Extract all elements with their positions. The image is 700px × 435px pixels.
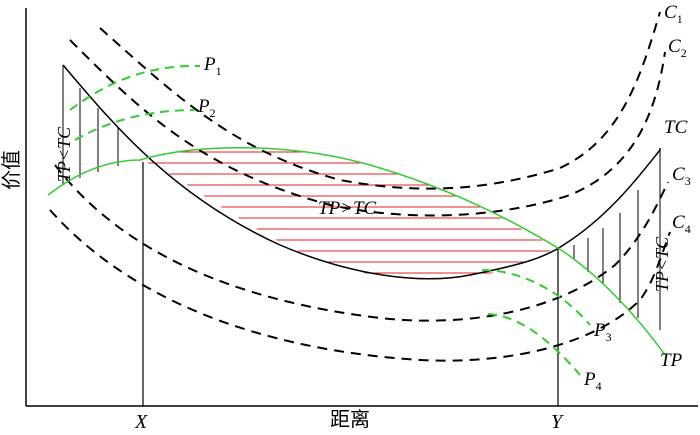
left-tp-less-tc-hatch	[79, 88, 119, 178]
y-axis-label: 价值	[0, 150, 23, 190]
p2-label: P2	[197, 96, 216, 120]
tc-curve	[62, 64, 661, 280]
p1-curve	[69, 64, 201, 111]
p2-curve	[74, 109, 196, 141]
p4-label: P4	[583, 369, 602, 393]
y-tick-label: Y	[551, 411, 564, 433]
c4-label: C4	[672, 212, 691, 236]
middle-region-label: TP>TC	[318, 198, 377, 219]
c1-curve	[99, 11, 661, 190]
tc-label: TC	[664, 117, 688, 138]
c4-curve	[49, 209, 671, 362]
right-tp-less-tc-hatch	[573, 190, 639, 318]
c2-curve	[69, 39, 666, 217]
right-region-label: TP<TC	[652, 236, 672, 292]
c2-label: C2	[668, 36, 687, 60]
p3-curve	[481, 269, 591, 326]
tp-curve	[47, 146, 666, 356]
left-region-label: TP<TC	[54, 126, 74, 182]
c3-curve	[54, 164, 669, 322]
p4-curve	[487, 313, 581, 376]
p3-label: P3	[593, 320, 612, 344]
c1-label: C1	[664, 2, 683, 26]
c3-label: C3	[672, 164, 691, 188]
x-axis-label: 距离	[330, 407, 370, 431]
tp-label: TP	[660, 350, 683, 371]
p1-label: P1	[203, 54, 222, 78]
x-tick-label: X	[134, 411, 148, 433]
